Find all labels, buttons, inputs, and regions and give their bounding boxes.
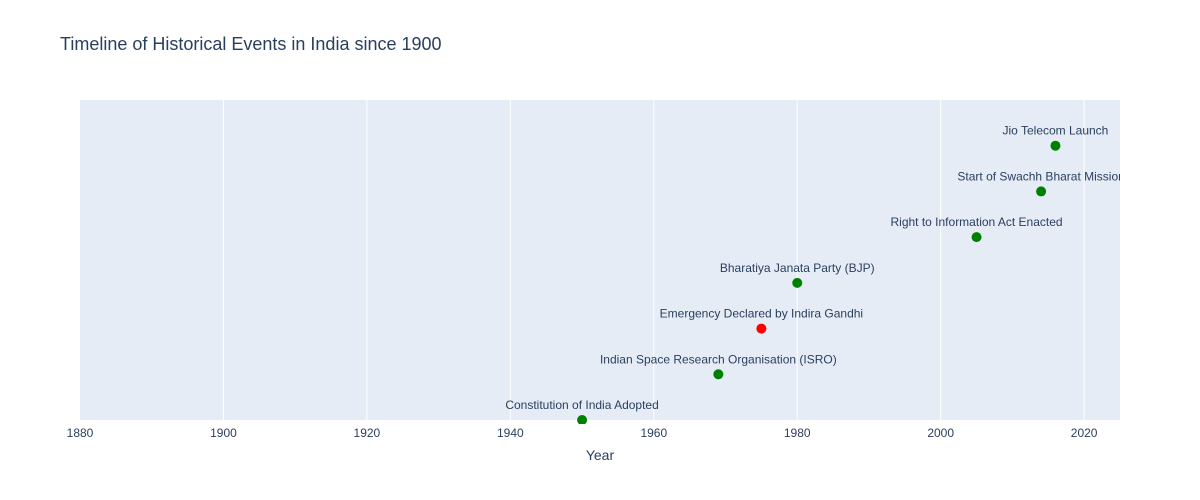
event-point[interactable] [1036,186,1047,197]
event-label: Constitution of India Adopted [505,398,658,412]
event-label: Indian Space Research Organisation (ISRO… [600,352,837,366]
x-tick-label: 2000 [927,426,954,440]
x-tick-label: 1960 [640,426,667,440]
event-label: Bharatiya Janata Party (BJP) [720,261,875,275]
x-axis-ticks: 1880 1900 1920 1940 1960 1980 2000 2020 [67,426,1098,440]
x-tick-label: 1980 [784,426,811,440]
event-point[interactable] [713,369,724,380]
event-label: Start of Swachh Bharat Mission [957,169,1124,183]
event-label: Jio Telecom Launch [1003,124,1109,138]
gridlines [222,100,1085,420]
chart-title: Timeline of Historical Events in India s… [60,34,442,54]
x-tick-label: 2020 [1071,426,1098,440]
x-tick-label: 1900 [210,426,237,440]
event-label: Right to Information Act Enacted [890,215,1062,229]
event-label: Emergency Declared by Indira Gandhi [660,307,863,321]
x-axis-title: Year [586,447,615,463]
event-point[interactable] [971,232,982,243]
event-point[interactable] [756,323,767,334]
event-point[interactable] [792,277,803,288]
event-points: Constitution of India Adopted Indian Spac… [505,124,1124,425]
x-tick-label: 1880 [67,426,94,440]
plot-area [80,100,1120,420]
x-tick-label: 1940 [497,426,524,440]
x-tick-label: 1920 [354,426,381,440]
event-point[interactable] [1050,140,1061,151]
event-point[interactable] [577,415,588,425]
